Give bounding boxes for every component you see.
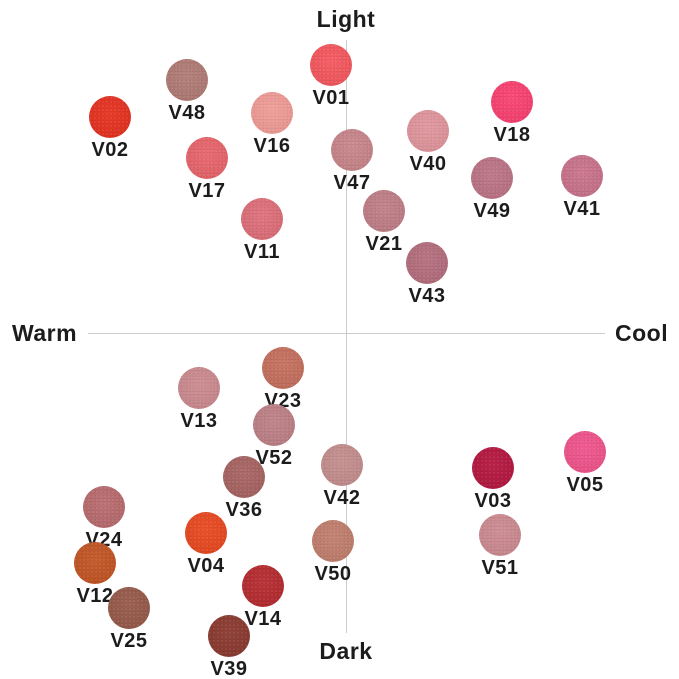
shade-dot-v42: [321, 444, 363, 486]
shade-label-v51: V51: [481, 557, 519, 579]
shade-label-v01: V01: [312, 87, 350, 109]
shade-dot-v50: [312, 520, 354, 562]
shade-dot-v24: [83, 486, 125, 528]
axis-label-warm: Warm: [12, 320, 78, 346]
shade-dot-v05: [564, 431, 606, 473]
shade-label-v52: V52: [255, 447, 293, 469]
shade-dot-v01: [310, 44, 352, 86]
shade-dot-v23: [262, 347, 304, 389]
vertical-axis-line: [346, 40, 347, 633]
shade-label-v12: V12: [76, 585, 114, 607]
shade-dot-v25: [108, 587, 150, 629]
shade-label-v16: V16: [253, 135, 291, 157]
shade-dot-v13: [178, 367, 220, 409]
shade-dot-v41: [561, 155, 603, 197]
shade-dot-v18: [491, 81, 533, 123]
shade-label-v41: V41: [563, 198, 601, 220]
shade-label-v02: V02: [91, 139, 129, 161]
shade-label-v49: V49: [473, 200, 511, 222]
shade-label-v03: V03: [474, 490, 512, 512]
shade-label-v13: V13: [180, 410, 218, 432]
axis-label-light: Light: [316, 6, 376, 32]
axis-label-dark: Dark: [319, 638, 373, 664]
shade-label-v14: V14: [244, 608, 282, 630]
shade-dot-v36: [223, 456, 265, 498]
horizontal-axis-line: [88, 333, 605, 334]
shade-dot-v16: [251, 92, 293, 134]
shade-label-v40: V40: [409, 153, 447, 175]
shade-label-v05: V05: [566, 474, 604, 496]
shade-label-v43: V43: [408, 285, 446, 307]
shade-dot-v03: [472, 447, 514, 489]
shade-label-v47: V47: [333, 172, 371, 194]
shade-label-v36: V36: [225, 499, 263, 521]
shade-dot-v02: [89, 96, 131, 138]
shade-dot-v04: [185, 512, 227, 554]
shade-dot-v39: [208, 615, 250, 657]
shade-dot-v49: [471, 157, 513, 199]
shade-label-v11: V11: [244, 241, 280, 263]
shade-label-v48: V48: [168, 102, 206, 124]
shade-dot-v17: [186, 137, 228, 179]
shade-label-v21: V21: [365, 233, 403, 255]
shade-dot-v43: [406, 242, 448, 284]
shade-label-v39: V39: [210, 658, 248, 679]
shade-label-v04: V04: [187, 555, 225, 577]
shade-dot-v12: [74, 542, 116, 584]
shade-dot-v51: [479, 514, 521, 556]
shade-dot-v11: [241, 198, 283, 240]
shade-label-v17: V17: [188, 180, 226, 202]
shade-dot-v47: [331, 129, 373, 171]
shade-label-v18: V18: [493, 124, 531, 146]
shade-dot-v52: [253, 404, 295, 446]
shade-dot-v14: [242, 565, 284, 607]
shade-label-v50: V50: [314, 563, 352, 585]
shade-dot-v21: [363, 190, 405, 232]
axis-label-cool: Cool: [615, 320, 669, 346]
shade-dot-v48: [166, 59, 208, 101]
shade-dot-v40: [407, 110, 449, 152]
shade-label-v42: V42: [323, 487, 361, 509]
shade-label-v25: V25: [110, 630, 148, 652]
